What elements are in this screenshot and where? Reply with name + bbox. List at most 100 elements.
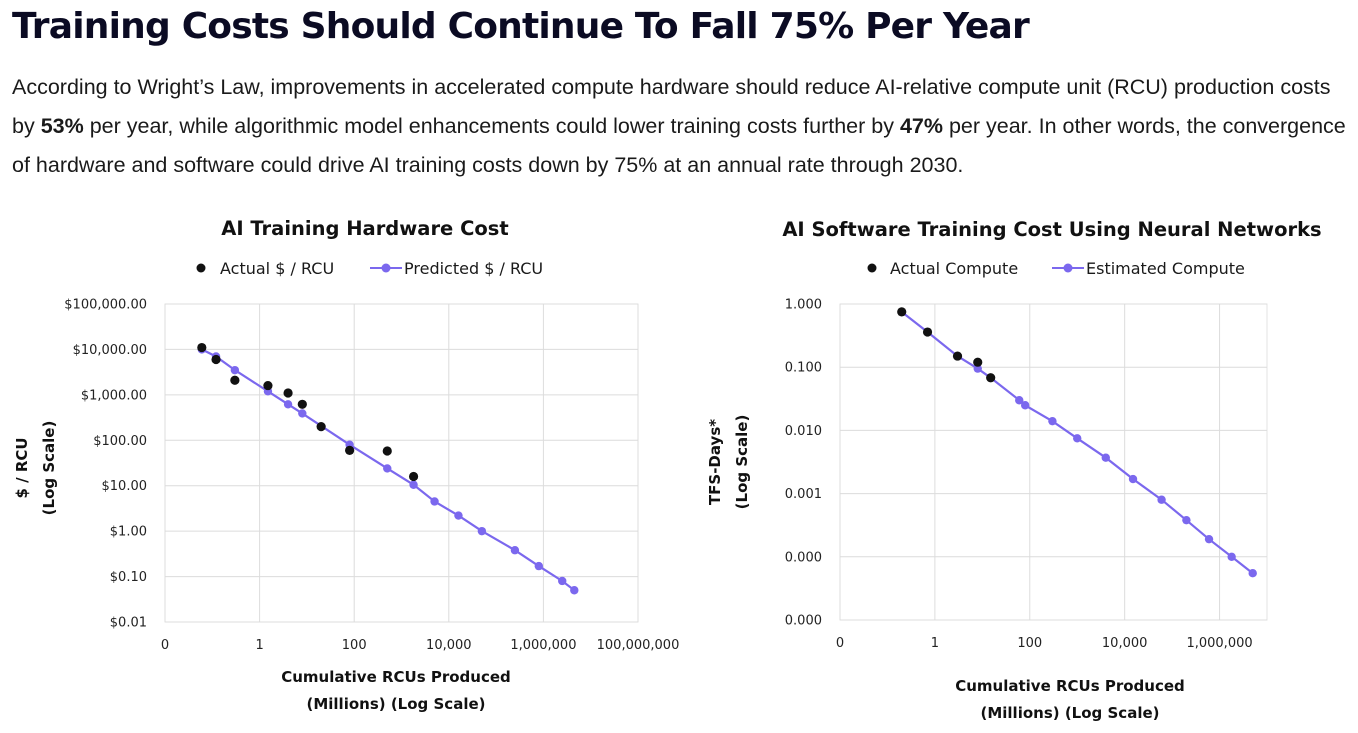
y-axis-label-line2: (Log Scale)	[40, 421, 58, 516]
series-point	[973, 364, 982, 373]
series-point	[409, 480, 418, 489]
y-tick-label: $100.00	[93, 434, 147, 449]
legend-actual-label: Actual $ / RCU	[220, 259, 334, 278]
y-tick-label: $1.00	[110, 525, 147, 540]
gridlines	[164, 303, 639, 623]
series-point	[454, 511, 463, 520]
desc-part-1: According to Wright’s Law, improvements …	[12, 75, 1331, 138]
series-point	[383, 464, 392, 473]
x-tick-label: 100	[1017, 636, 1042, 651]
y-axis-label: TFS-Days*	[706, 419, 724, 505]
y-tick-label: 1.000	[785, 298, 822, 313]
series-point	[283, 400, 293, 409]
desc-software-rate: 47%	[899, 114, 943, 138]
series-point	[1227, 552, 1236, 561]
legend-actual-marker	[196, 263, 206, 273]
series-point	[558, 576, 567, 586]
page-title: Training Costs Should Continue To Fall 7…	[12, 6, 1030, 47]
estimated-series	[897, 307, 1257, 578]
actual-series	[897, 307, 996, 383]
desc-part-2: per year, while algorithmic model enhanc…	[83, 114, 900, 138]
plot-area	[164, 303, 639, 623]
x-tick-label: 100	[342, 638, 367, 653]
actual-series	[197, 342, 419, 482]
description: According to Wright’s Law, improvements …	[12, 68, 1357, 185]
series-point	[1073, 434, 1082, 443]
legend-predicted-marker	[381, 263, 391, 273]
gridlines	[839, 303, 1267, 621]
hardware-cost-svg: AI Training Hardware Cost Actual $ / RCU…	[13, 217, 680, 713]
predicted-series	[197, 345, 579, 595]
series-point	[534, 561, 544, 571]
actual-point	[230, 375, 240, 385]
x-tick-label: 1,000,000	[510, 638, 576, 653]
y-tick-label: 0.100	[785, 361, 822, 376]
series-point	[1248, 569, 1257, 578]
series-point	[1182, 515, 1191, 525]
x-tick-label: 0	[836, 636, 844, 651]
x-tick-labels: 0 1 100 10,000 1,000,000	[836, 636, 1253, 651]
y-tick-label: 0.010	[785, 424, 822, 439]
y-tick-labels: 0.000 0.000 0.001 0.010 0.100 1.000	[785, 298, 822, 629]
legend-actual-marker	[867, 263, 877, 273]
x-tick-label: 10,000	[1102, 636, 1148, 651]
actual-point	[986, 373, 996, 383]
x-tick-label: 1,000,000	[1186, 636, 1252, 651]
x-tick-label: 1	[931, 636, 939, 651]
y-tick-label: 0.001	[785, 487, 822, 502]
series-point	[230, 365, 240, 375]
hardware-cost-chart: AI Training Hardware Cost Actual $ / RCU…	[0, 205, 700, 725]
legend-estimated-label: Estimated Compute	[1086, 259, 1245, 278]
y-tick-label: $1,000.00	[81, 388, 147, 403]
series-point	[298, 409, 307, 418]
actual-point	[211, 354, 221, 365]
legend-predicted-label: Predicted $ / RCU	[404, 259, 543, 278]
desc-hardware-rate: 53%	[40, 114, 84, 138]
y-tick-label: $0.10	[110, 570, 147, 585]
software-cost-svg: AI Software Training Cost Using Neural N…	[706, 218, 1322, 722]
x-tick-label: 1	[255, 638, 263, 653]
x-axis-label: Cumulative RCUs Produced	[955, 677, 1185, 695]
actual-point	[922, 327, 933, 337]
series-point	[1020, 401, 1030, 410]
actual-point	[973, 357, 983, 367]
x-tick-label: 10,000	[426, 638, 472, 653]
series-point	[1128, 474, 1138, 484]
series-point	[1048, 416, 1057, 426]
y-tick-label: $10,000.00	[73, 343, 147, 358]
legend-actual-label: Actual Compute	[890, 259, 1018, 278]
actual-point	[952, 351, 963, 361]
series-point	[1157, 495, 1166, 504]
x-tick-label: 100,000,000	[597, 638, 680, 653]
actual-point	[408, 471, 419, 482]
x-tick-label: 0	[161, 638, 169, 653]
software-cost-chart: AI Software Training Cost Using Neural N…	[690, 205, 1358, 733]
actual-point	[197, 342, 207, 353]
plot-area	[839, 303, 1268, 621]
x-axis-label-line2: (Millions) (Log Scale)	[980, 704, 1159, 722]
y-tick-label: 0.000	[785, 550, 822, 565]
y-axis-label-line2: (Log Scale)	[733, 415, 751, 510]
series-point	[1204, 534, 1214, 544]
x-axis-label-line2: (Millions) (Log Scale)	[306, 695, 485, 713]
y-tick-label: 0.000	[785, 614, 822, 629]
legend: Actual Compute Estimated Compute	[867, 259, 1245, 278]
series-point	[510, 546, 520, 555]
y-tick-label: $10.00	[102, 479, 148, 494]
desc-part-3: per year. In other words, the convergenc…	[12, 114, 1346, 177]
y-tick-label: $100,000.00	[64, 298, 147, 313]
series-line	[201, 348, 575, 592]
actual-point	[345, 445, 355, 455]
chart-title: AI Software Training Cost Using Neural N…	[782, 218, 1321, 241]
y-axis-label: $ / RCU	[13, 437, 31, 498]
legend-estimated-marker	[1063, 263, 1073, 273]
actual-point	[897, 307, 907, 317]
x-axis-label: Cumulative RCUs Produced	[281, 668, 511, 686]
legend: Actual $ / RCU Predicted $ / RCU	[196, 259, 543, 278]
actual-point	[263, 380, 273, 391]
actual-point	[382, 446, 392, 456]
y-tick-label: $0.01	[110, 616, 147, 631]
y-tick-labels: $0.01 $0.10 $1.00 $10.00 $100.00 $1,000.00 $10…	[64, 298, 147, 631]
actual-point	[283, 388, 293, 398]
series-point	[430, 497, 439, 506]
